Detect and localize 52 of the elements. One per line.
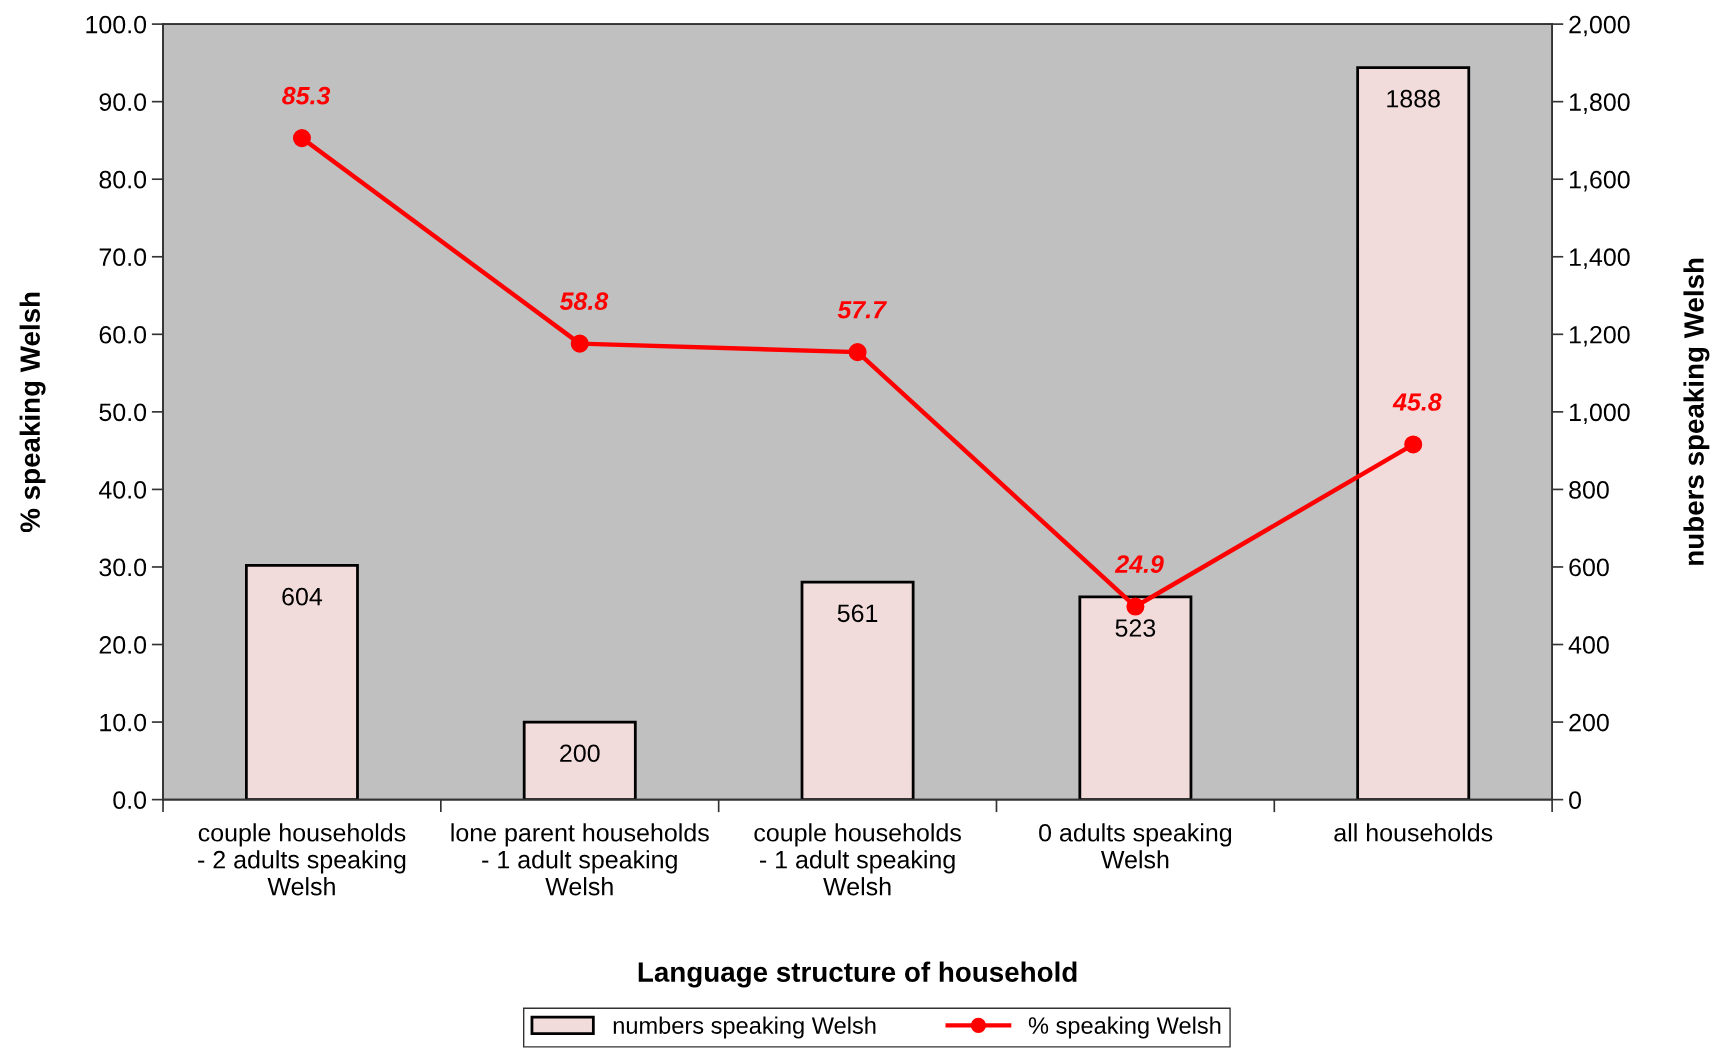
point: [848, 343, 867, 362]
point: [292, 129, 311, 148]
y-tick-label: 50.0: [99, 403, 147, 422]
y-tick-label: 100.0: [86, 15, 147, 34]
data-label: 57.7: [837, 301, 888, 319]
legend-label: numbers speaking Welsh: [613, 1016, 876, 1039]
y2-tick-label: 1,200: [1570, 325, 1630, 347]
x-tick-label: lone parent households - 1 adult speaking Welsh: [451, 823, 709, 896]
y2-axis-title: nubers speaking Welsh: [1683, 258, 1710, 565]
y2-tick-label: 200: [1569, 713, 1609, 732]
y2-tick-label: 600: [1569, 558, 1609, 577]
point: [570, 334, 589, 353]
y-tick-label: 40.0: [98, 481, 147, 499]
y-tick-label: 70.0: [99, 248, 147, 267]
data-label: 561: [837, 604, 878, 623]
y-tick-label: 20.0: [99, 636, 147, 654]
bar: [800, 580, 915, 800]
bar: [1078, 595, 1193, 800]
y-tick-label: 30.0: [99, 558, 147, 577]
y-tick-label: 0.0: [113, 791, 147, 809]
y2-tick-label: 400: [1568, 636, 1609, 654]
y-tick-label: 10.0: [100, 713, 147, 732]
bar: [1356, 66, 1471, 800]
y-tick-label: 90.0: [99, 93, 147, 111]
y2-tick-label: 1,400: [1570, 248, 1630, 270]
x-tick-label: 0 adults speaking Welsh: [1039, 823, 1232, 869]
x-axis-title: Language structure of household: [638, 961, 1077, 988]
y2-tick-label: 1,000: [1570, 403, 1630, 425]
data-label: 200: [560, 744, 600, 763]
bar: [522, 720, 637, 800]
data-label: 85.3: [282, 86, 331, 105]
y2-tick-label: 2,000: [1569, 15, 1630, 37]
data-label: 45.8: [1392, 393, 1442, 411]
data-label: 58.8: [559, 292, 609, 311]
x-tick-label: couple households - 1 adult speaking Welsh: [754, 823, 961, 896]
point: [1404, 435, 1423, 454]
y2-tick-label: 800: [1569, 481, 1609, 499]
legend-label: % speaking Welsh: [1028, 1016, 1221, 1039]
bar: [244, 564, 359, 800]
data-label: 604: [282, 587, 323, 606]
point: [1126, 597, 1145, 616]
y2-tick-label: 1,600: [1570, 170, 1630, 192]
y-tick-label: 80.0: [99, 170, 147, 189]
data-label: 523: [1115, 619, 1156, 637]
x-tick-label: couple households - 2 adults speaking Welsh: [198, 823, 406, 896]
x-tick-label: all households: [1334, 823, 1493, 842]
y-axis-title: % speaking Welsh: [19, 292, 46, 533]
data-label: 1888: [1387, 89, 1440, 108]
y2-tick-label: 1,800: [1570, 93, 1630, 114]
y-tick-label: 60.0: [99, 325, 147, 344]
data-label: 24.9: [1114, 555, 1164, 573]
y2-tick-label: 0: [1569, 791, 1582, 809]
